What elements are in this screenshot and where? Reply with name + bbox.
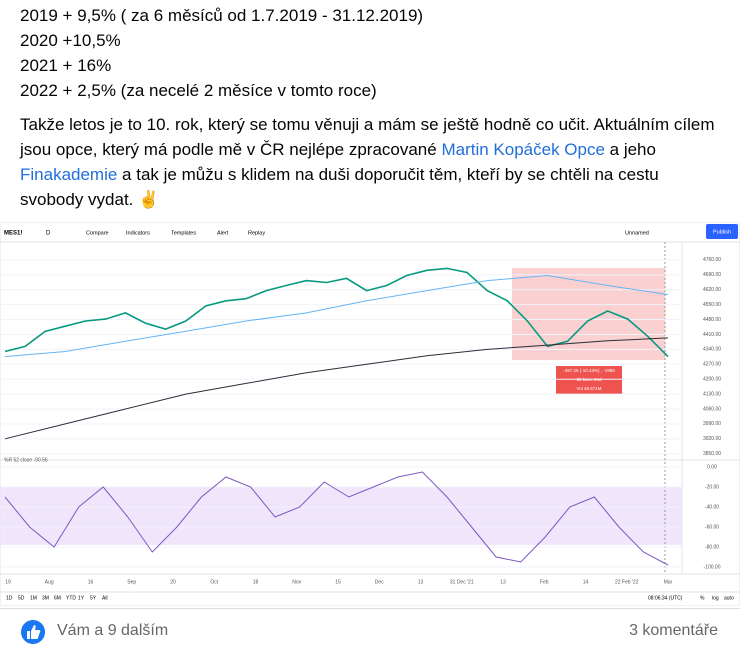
- measure-box: [512, 268, 665, 360]
- scale-option[interactable]: auto: [724, 595, 734, 601]
- scale-option[interactable]: log: [712, 595, 719, 601]
- range-button[interactable]: 6M: [54, 595, 61, 601]
- chart-image: -497.25 (-10.43%) , -1989 35 bars, 54d V…: [0, 222, 740, 606]
- toolbar-button[interactable]: Alert: [217, 230, 229, 236]
- layout-name[interactable]: Unnamed: [625, 230, 649, 236]
- y-tick-label: 4340.00: [703, 347, 721, 353]
- toolbar-button[interactable]: Templates: [171, 230, 196, 236]
- toolbar-button[interactable]: Replay: [248, 230, 265, 236]
- range-button[interactable]: 3M: [42, 595, 49, 601]
- range-button[interactable]: 1Y: [78, 595, 85, 601]
- y-tick-label: 0.00: [707, 464, 717, 470]
- x-tick-label: 22 Feb '22: [615, 579, 639, 585]
- series-line: [4, 471, 669, 566]
- publish-button[interactable]: [706, 224, 738, 239]
- y-tick-label: 4410.00: [703, 332, 721, 338]
- likes-text[interactable]: Vám a 9 dalším: [57, 622, 169, 639]
- range-button[interactable]: 1M: [30, 595, 37, 601]
- y-tick-label: 4200.00: [703, 377, 721, 383]
- y-tick-label: -80.00: [705, 544, 719, 550]
- x-tick-label: Mar: [664, 579, 673, 585]
- range-button[interactable]: All: [102, 595, 108, 601]
- y-tick-label: -40.00: [705, 504, 719, 510]
- text: a tak je můžu s klidem na duši doporučit…: [20, 165, 659, 209]
- publish-label[interactable]: Publish: [713, 229, 731, 235]
- post-line: 2020 +10,5%: [20, 31, 121, 50]
- y-tick-label: -60.00: [705, 524, 719, 530]
- like-icon[interactable]: [20, 619, 46, 645]
- y-tick-label: 4270.00: [703, 362, 721, 368]
- link[interactable]: Martin Kopáček Opce: [441, 140, 605, 159]
- post-line: 2021 + 16%: [20, 56, 112, 75]
- scale-option[interactable]: %: [700, 595, 705, 601]
- x-tick-label: 13: [500, 579, 506, 585]
- x-tick-label: Feb: [540, 579, 549, 585]
- x-tick-label: Oct: [210, 579, 218, 585]
- range-button[interactable]: 5D: [18, 595, 25, 601]
- x-tick-label: 18: [253, 579, 259, 585]
- x-tick-label: 15: [335, 579, 341, 585]
- comments-text[interactable]: 3 komentáře: [629, 622, 718, 639]
- y-tick-label: 3850.00: [703, 451, 721, 457]
- series-line: [4, 274, 669, 358]
- x-tick-label: Sep: [127, 579, 136, 585]
- y-tick-label: 4480.00: [703, 317, 721, 323]
- x-tick-label: Dec: [375, 579, 384, 585]
- measure-text: Vol 48.571M: [576, 386, 601, 391]
- post-line: 2022 + 2,5% (za necelé 2 měsíce v tomto …: [20, 81, 377, 100]
- y-tick-label: 4620.00: [703, 287, 721, 293]
- indicator-label: %R 52 close -90.56: [4, 457, 48, 463]
- symbol[interactable]: MES1!: [4, 231, 22, 237]
- clock: 08:06:34 (UTC): [648, 595, 683, 601]
- toolbar-button[interactable]: Indicators: [126, 230, 150, 236]
- x-tick-label: 19: [5, 579, 11, 585]
- measure-label: [556, 366, 622, 394]
- y-tick-label: 4550.00: [703, 302, 721, 308]
- series-line: [4, 267, 669, 358]
- range-button[interactable]: 5Y: [90, 595, 97, 601]
- y-tick-label: 3920.00: [703, 436, 721, 442]
- y-tick-label: 4690.00: [703, 272, 721, 278]
- toolbar-button[interactable]: Compare: [86, 230, 109, 236]
- measure-text: -497.25 (-10.43%) , -1989: [563, 368, 615, 373]
- y-tick-label: 4060.00: [703, 406, 721, 412]
- text: a jeho: [604, 140, 656, 159]
- y-tick-label: -20.00: [705, 484, 719, 490]
- text: Takže letos je to 10. rok, který se tomu…: [20, 115, 715, 159]
- y-tick-label: 3990.00: [703, 421, 721, 427]
- x-tick-label: 14: [583, 579, 589, 585]
- x-tick-label: Aug: [45, 579, 54, 585]
- link[interactable]: Finakademie: [20, 165, 118, 184]
- post-line: 2019 + 9,5% ( za 6 měsíců od 1.7.2019 - …: [20, 6, 424, 25]
- y-tick-label: 4760.00: [703, 257, 721, 263]
- range-button[interactable]: 1D: [6, 595, 13, 601]
- x-tick-label: 13: [418, 579, 424, 585]
- post-paragraph: Takže letos je to 10. rok, který se tomu…: [20, 112, 720, 212]
- y-tick-label: 4130.00: [703, 391, 721, 397]
- x-tick-label: 20: [170, 579, 176, 585]
- post-footer: Vám a 9 dalším 3 komentáře: [0, 608, 740, 655]
- x-tick-label: 31 Dec '21: [450, 579, 474, 585]
- range-button[interactable]: YTD: [66, 595, 76, 601]
- series-line: [4, 337, 669, 440]
- interval[interactable]: D: [46, 231, 51, 237]
- x-tick-label: 16: [88, 579, 94, 585]
- x-tick-label: Nov: [292, 579, 301, 585]
- y-tick-label: -100.00: [704, 564, 721, 570]
